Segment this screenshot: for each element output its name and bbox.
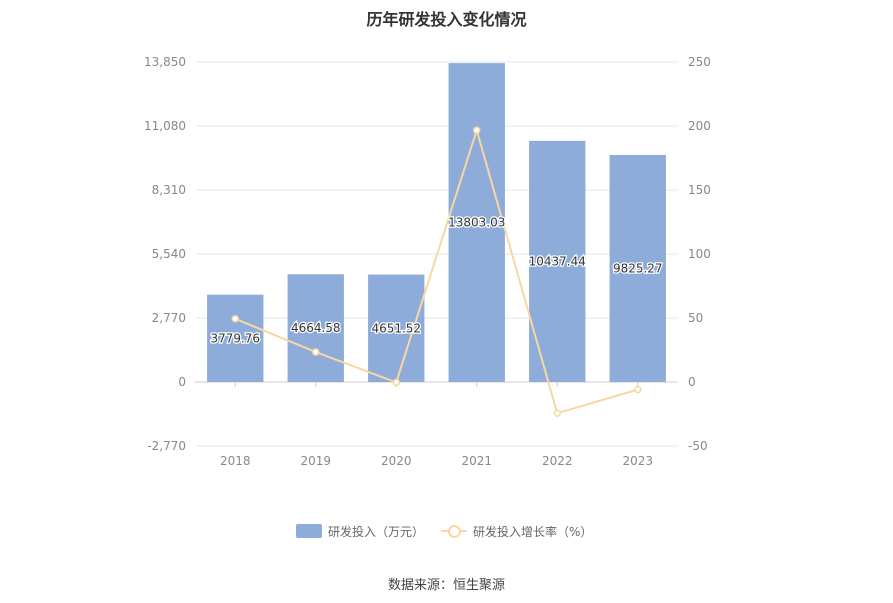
x-tick-label: 2018 [220, 454, 251, 468]
x-tick-label: 2019 [300, 454, 331, 468]
y-right-tick-label: -50 [688, 439, 708, 453]
growth-point [473, 126, 481, 134]
y-right-tick-label: 250 [688, 55, 711, 69]
x-tick-label: 2023 [622, 454, 653, 468]
source-note: 数据来源：恒生聚源 [387, 578, 505, 593]
legend-bar-swatch [296, 524, 322, 538]
legend-label-line: 研发投入增长率（%） [473, 524, 593, 539]
y-left-tick-label: 11,080 [144, 119, 186, 133]
y-right-tick-label: 50 [688, 311, 703, 325]
legend-label-bar: 研发投入（万元） [328, 524, 425, 539]
bar-value-label: 4664.58 [291, 321, 341, 335]
y-left-tick-label: 8,310 [152, 183, 186, 197]
growth-point [553, 409, 561, 417]
bar [448, 63, 505, 382]
bar [529, 140, 586, 382]
growth-point [392, 378, 400, 387]
bar-value-label: 13803.03 [448, 216, 505, 230]
growth-point [312, 348, 320, 356]
legend: 研发投入（万元） 研发投入增长率（%） [0, 521, 893, 541]
bar-value-label: 4651.52 [371, 321, 421, 335]
y-right-tick-label: 200 [688, 119, 711, 133]
bar-value-label: 10437.44 [529, 254, 586, 268]
legend-item-line[interactable]: 研发投入增长率（%） [441, 521, 592, 541]
bar [368, 274, 425, 382]
legend-line-swatch [441, 524, 467, 538]
bar [609, 154, 666, 382]
bar-value-label: 9825.27 [613, 261, 663, 275]
y-left-tick-label: 0 [178, 375, 186, 389]
y-right-tick-label: 150 [688, 183, 711, 197]
growth-line [234, 126, 639, 415]
bar [287, 274, 344, 382]
growth-point [231, 315, 239, 323]
y-right-tick-label: 0 [688, 375, 696, 389]
bar-value-label: 3779.76 [210, 331, 260, 345]
y-right-tick-label: 100 [688, 247, 711, 261]
bar [207, 294, 264, 382]
x-tick-label: 2022 [542, 454, 573, 468]
y-left-tick-label: -2,770 [147, 439, 186, 453]
y-left-tick-label: 2,770 [152, 311, 186, 325]
y-left-tick-label: 5,540 [152, 247, 186, 261]
x-tick-label: 2020 [381, 454, 412, 468]
chart-title: 历年研发投入变化情况 [366, 10, 527, 29]
growth-point [634, 385, 642, 394]
x-tick-label: 2021 [461, 454, 492, 468]
y-left-tick-label: 13,850 [144, 55, 186, 69]
legend-item-bar[interactable]: 研发投入（万元） [296, 521, 424, 541]
